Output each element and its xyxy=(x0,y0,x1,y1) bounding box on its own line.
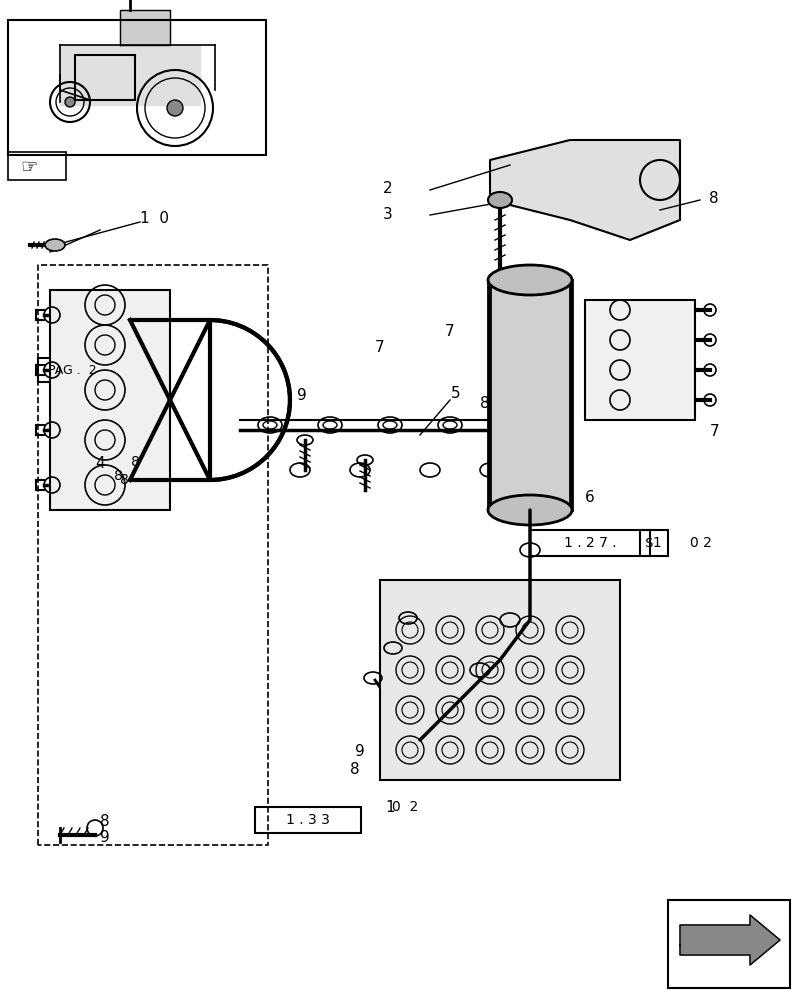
Bar xyxy=(530,530,649,556)
Ellipse shape xyxy=(487,265,571,295)
Text: 8: 8 xyxy=(114,469,122,483)
Text: 0 2: 0 2 xyxy=(689,536,711,550)
Polygon shape xyxy=(679,915,779,965)
Bar xyxy=(38,358,106,382)
Bar xyxy=(489,280,569,510)
Text: 1  0: 1 0 xyxy=(140,211,169,226)
Ellipse shape xyxy=(45,239,65,251)
Bar xyxy=(639,530,667,556)
Polygon shape xyxy=(489,140,679,240)
Bar xyxy=(8,20,266,155)
Text: 9: 9 xyxy=(354,744,364,760)
Bar xyxy=(667,900,789,988)
Bar xyxy=(50,290,169,510)
Circle shape xyxy=(167,100,182,116)
Ellipse shape xyxy=(487,495,571,525)
Bar xyxy=(75,55,135,100)
Text: PAG .  2: PAG . 2 xyxy=(48,363,97,376)
Text: 8: 8 xyxy=(479,396,489,412)
Text: 8: 8 xyxy=(119,473,128,487)
Text: 1 . 2 7 .: 1 . 2 7 . xyxy=(563,536,616,550)
Text: 2: 2 xyxy=(383,181,393,196)
Bar xyxy=(255,807,361,833)
Text: 8: 8 xyxy=(708,191,718,206)
Text: 6: 6 xyxy=(585,490,594,506)
Text: 7: 7 xyxy=(375,340,384,356)
Text: 8: 8 xyxy=(100,814,109,829)
Text: 1: 1 xyxy=(384,799,394,814)
Text: $1: $1 xyxy=(644,536,662,550)
Circle shape xyxy=(65,97,75,107)
Text: 5: 5 xyxy=(451,386,461,401)
Text: 0  2: 0 2 xyxy=(392,800,418,814)
Text: 3: 3 xyxy=(383,207,393,222)
Text: ☞: ☞ xyxy=(20,158,37,177)
Text: 1 . 3 3: 1 . 3 3 xyxy=(285,813,329,827)
Ellipse shape xyxy=(487,192,512,208)
Text: 7: 7 xyxy=(710,424,719,440)
Text: 8: 8 xyxy=(131,455,139,469)
Bar xyxy=(584,300,694,420)
Polygon shape xyxy=(120,10,169,45)
Text: 9: 9 xyxy=(297,388,307,403)
Text: 7: 7 xyxy=(444,324,454,340)
Text: 4: 4 xyxy=(95,456,105,471)
Text: 9: 9 xyxy=(100,830,109,845)
Bar xyxy=(380,580,620,780)
Text: 8: 8 xyxy=(350,762,359,778)
Bar xyxy=(8,152,66,180)
